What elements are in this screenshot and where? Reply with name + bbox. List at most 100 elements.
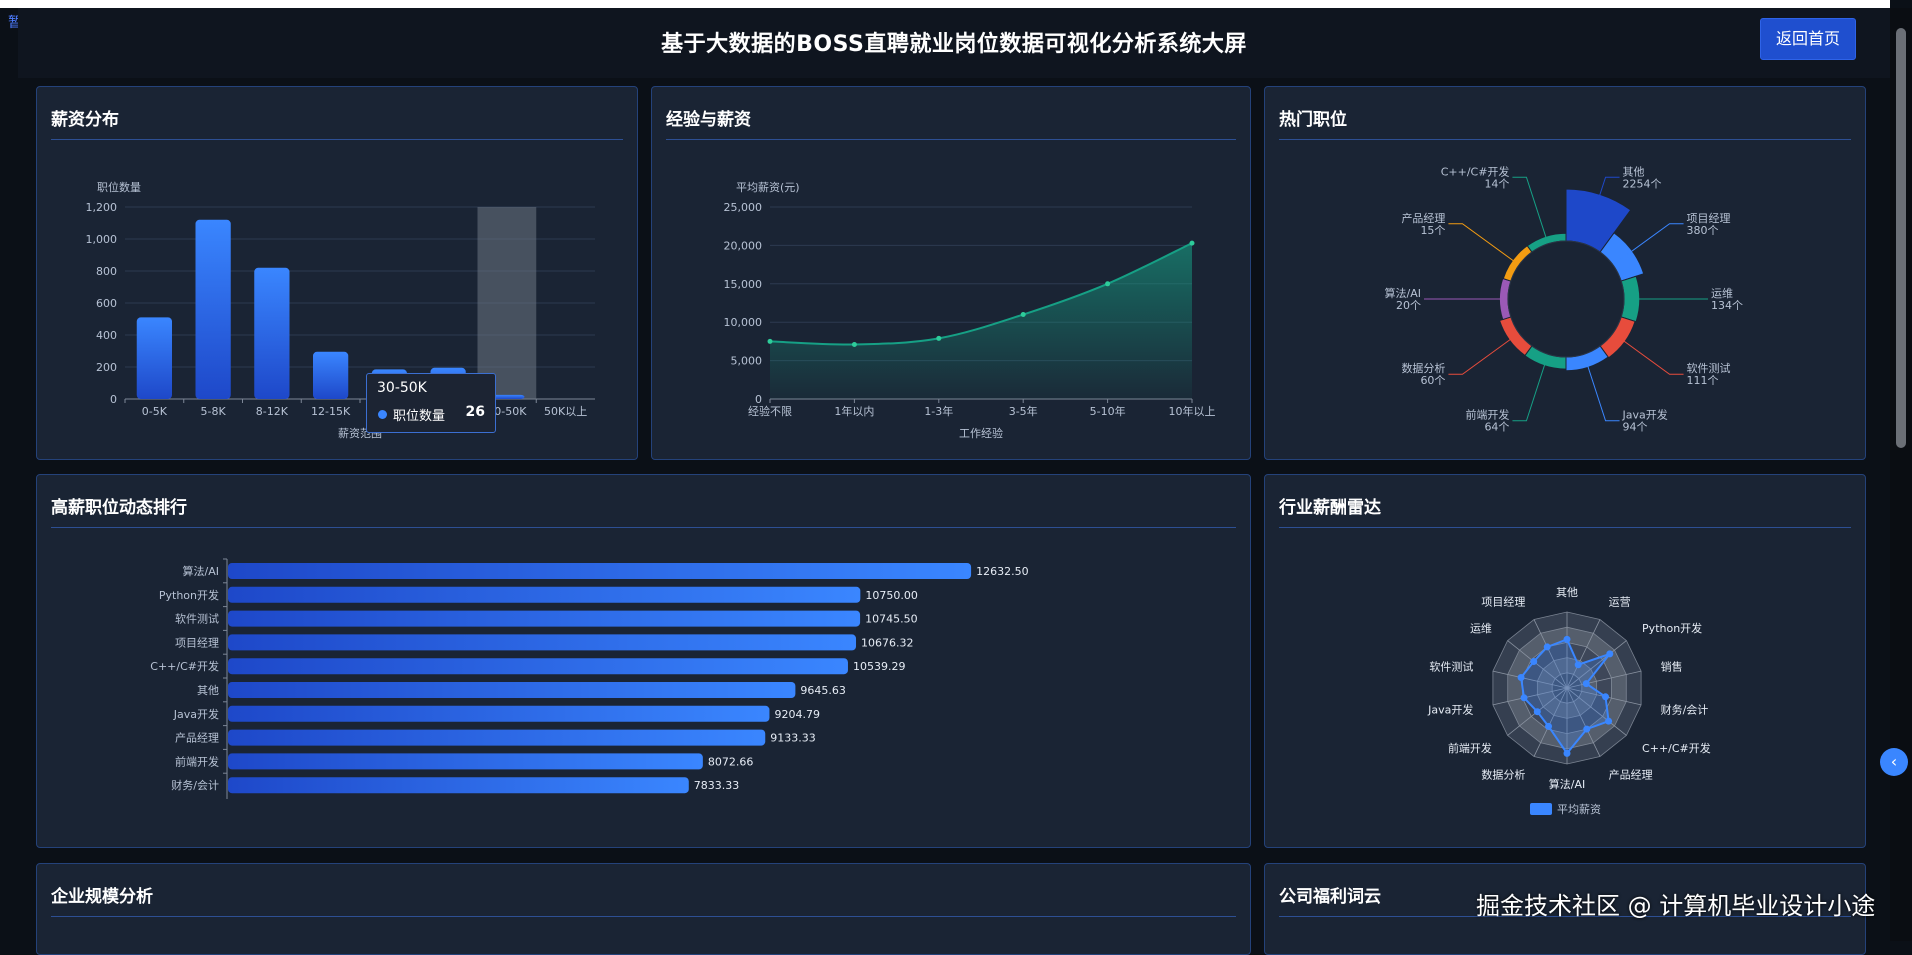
divider [51, 916, 1236, 917]
radar-indicator-label: 运维 [1470, 622, 1492, 635]
divider [1279, 916, 1851, 917]
chart-tooltip: 30-50K 职位数量 26 [366, 373, 496, 433]
slice-count: 15个 [1420, 224, 1445, 237]
tooltip-title: 30-50K [377, 380, 427, 396]
bar [228, 563, 972, 579]
y-tick-label: 10,000 [724, 316, 763, 329]
slice-count: 380个 [1687, 224, 1719, 237]
slice-count: 134个 [1711, 299, 1743, 312]
radar-point [1563, 749, 1571, 757]
x-tick-label: 0-5K [142, 405, 168, 418]
scrollbar[interactable] [1890, 8, 1912, 941]
slice-count: 94个 [1623, 421, 1648, 434]
radar-axis [1566, 670, 1642, 689]
bar [254, 267, 290, 399]
salary-bar-chart[interactable]: 职位数量 0 200 400 600 800 1,000 1,200 0-5K 5-8K 8-12K… [37, 87, 637, 459]
slice-count: 2254个 [1623, 177, 1662, 190]
inner-ring [1507, 240, 1625, 358]
tooltip-value: 26 [465, 404, 485, 420]
radar-point [1583, 725, 1591, 733]
legend-swatch [1530, 803, 1552, 815]
radar-indicator-label: 项目经理 [1481, 596, 1525, 609]
tooltip-marker [378, 410, 387, 419]
data-point [767, 338, 773, 344]
bar-value-label: 10539.29 [853, 660, 906, 673]
radar-indicator-label: 软件测试 [1429, 660, 1473, 674]
series-line [769, 242, 1193, 346]
scrollbar-thumb[interactable] [1896, 28, 1906, 448]
radar-axis [1566, 687, 1601, 757]
bar [228, 705, 770, 722]
leader-line [1448, 333, 1518, 375]
rose-slice [1526, 232, 1567, 253]
slice-label: 算法/AI [1385, 286, 1421, 300]
radar-axis [1566, 640, 1627, 689]
y-tick-label: 800 [96, 265, 117, 278]
y-tick-label: 25,000 [724, 201, 763, 214]
panel-title-hot-jobs: 热门职位 [1279, 110, 1347, 130]
slice-count: 20个 [1396, 299, 1421, 312]
bar [228, 634, 857, 651]
slice-label: Java开发 [1622, 408, 1668, 422]
y-tick-label: Java开发 [173, 707, 219, 721]
experience-area-chart[interactable]: 平均薪资(元) 0 5,000 10,000 15,000 20,000 25,000 经验不… [652, 87, 1250, 459]
leader-line [1512, 176, 1548, 243]
y-tick-label: 算法/AI [183, 564, 219, 578]
bar [228, 610, 861, 627]
radar-indicator-label: 其他 [1556, 586, 1578, 599]
slice-label: 其他 [1623, 165, 1645, 178]
bar [228, 729, 766, 746]
bar-value-label: 12632.50 [976, 565, 1029, 578]
x-tick-label: 50K以上 [544, 405, 587, 418]
panel-title-ranking: 高薪职位动态排行 [51, 498, 187, 518]
data-point [1020, 312, 1026, 318]
leader-line [1614, 333, 1684, 375]
bar [228, 777, 689, 794]
watermark: 掘金技术社区 @ 计算机毕业设计小途 [1476, 892, 1876, 920]
y-tick-label: 1,000 [86, 233, 118, 246]
y-tick-label: 400 [96, 329, 117, 342]
y-tick-label: 项目经理 [175, 636, 219, 649]
radar-indicator-label: 财务/会计 [1661, 702, 1709, 716]
radar-axis [1492, 670, 1568, 689]
x-tick-label: 10年以上 [1169, 404, 1216, 418]
radar-indicator-label: 前端开发 [1448, 741, 1492, 755]
x-tick-label: 30-50K [487, 405, 527, 418]
y-tick-label: 20,000 [724, 239, 763, 252]
bar-value-label: 8072.66 [708, 755, 754, 768]
radar-point [1606, 650, 1614, 658]
x-tick-label: 1-3年 [924, 404, 953, 418]
slice-label: 项目经理 [1687, 212, 1731, 225]
radar-indicator-label: Java开发 [1427, 702, 1473, 716]
y-tick-label: C++/C#开发 [150, 659, 219, 673]
hot-jobs-panel: 热门职位 其他 2254个 项目经理 380个 运维 134个 软件测试 111个 Java开发… [1264, 86, 1866, 460]
rose-slice [1599, 316, 1636, 359]
divider [1279, 527, 1851, 528]
radar-indicator-label: 产品经理 [1609, 767, 1653, 781]
bar-value-label: 10745.50 [865, 613, 918, 626]
bar-value-label: 9204.79 [774, 708, 820, 721]
x-tick-label: 3-5年 [1009, 404, 1038, 418]
ranking-panel: 高薪职位动态排行 算法/AI 12632.50 Python开发 10750.00 软件… [36, 474, 1251, 848]
bar [195, 219, 231, 399]
data-point [1189, 240, 1195, 246]
back-home-button[interactable]: 返回首页 [1760, 18, 1856, 60]
y-tick-label: 15,000 [724, 278, 763, 291]
divider [51, 527, 1236, 528]
radar-axis [1566, 687, 1627, 736]
dashboard-header: 基于大数据的BOSS直聘就业岗位数据可视化分析系统大屏 返回首页 [18, 8, 1890, 78]
bar-value-label: 10750.00 [865, 589, 918, 602]
ranking-bar-chart[interactable]: 算法/AI 12632.50 Python开发 10750.00 软件测试 10745.5… [37, 475, 1250, 847]
x-tick-label: 5-8K [201, 405, 227, 418]
area-fill [770, 243, 1192, 399]
salary-panel: 薪资分布 职位数量 0 200 400 600 800 1,000 1,200 0-5K 5-8K… [36, 86, 638, 460]
tooltip-label: 职位数量 [393, 409, 446, 424]
slice-label: 产品经理 [1401, 211, 1445, 225]
collapse-chevron-icon[interactable]: ‹ [1880, 748, 1908, 776]
panel-title-salary: 薪资分布 [51, 110, 119, 130]
page-title: 基于大数据的BOSS直聘就业岗位数据可视化分析系统大屏 [661, 32, 1247, 57]
divider [51, 139, 623, 140]
y-tick-label: 其他 [197, 684, 219, 697]
